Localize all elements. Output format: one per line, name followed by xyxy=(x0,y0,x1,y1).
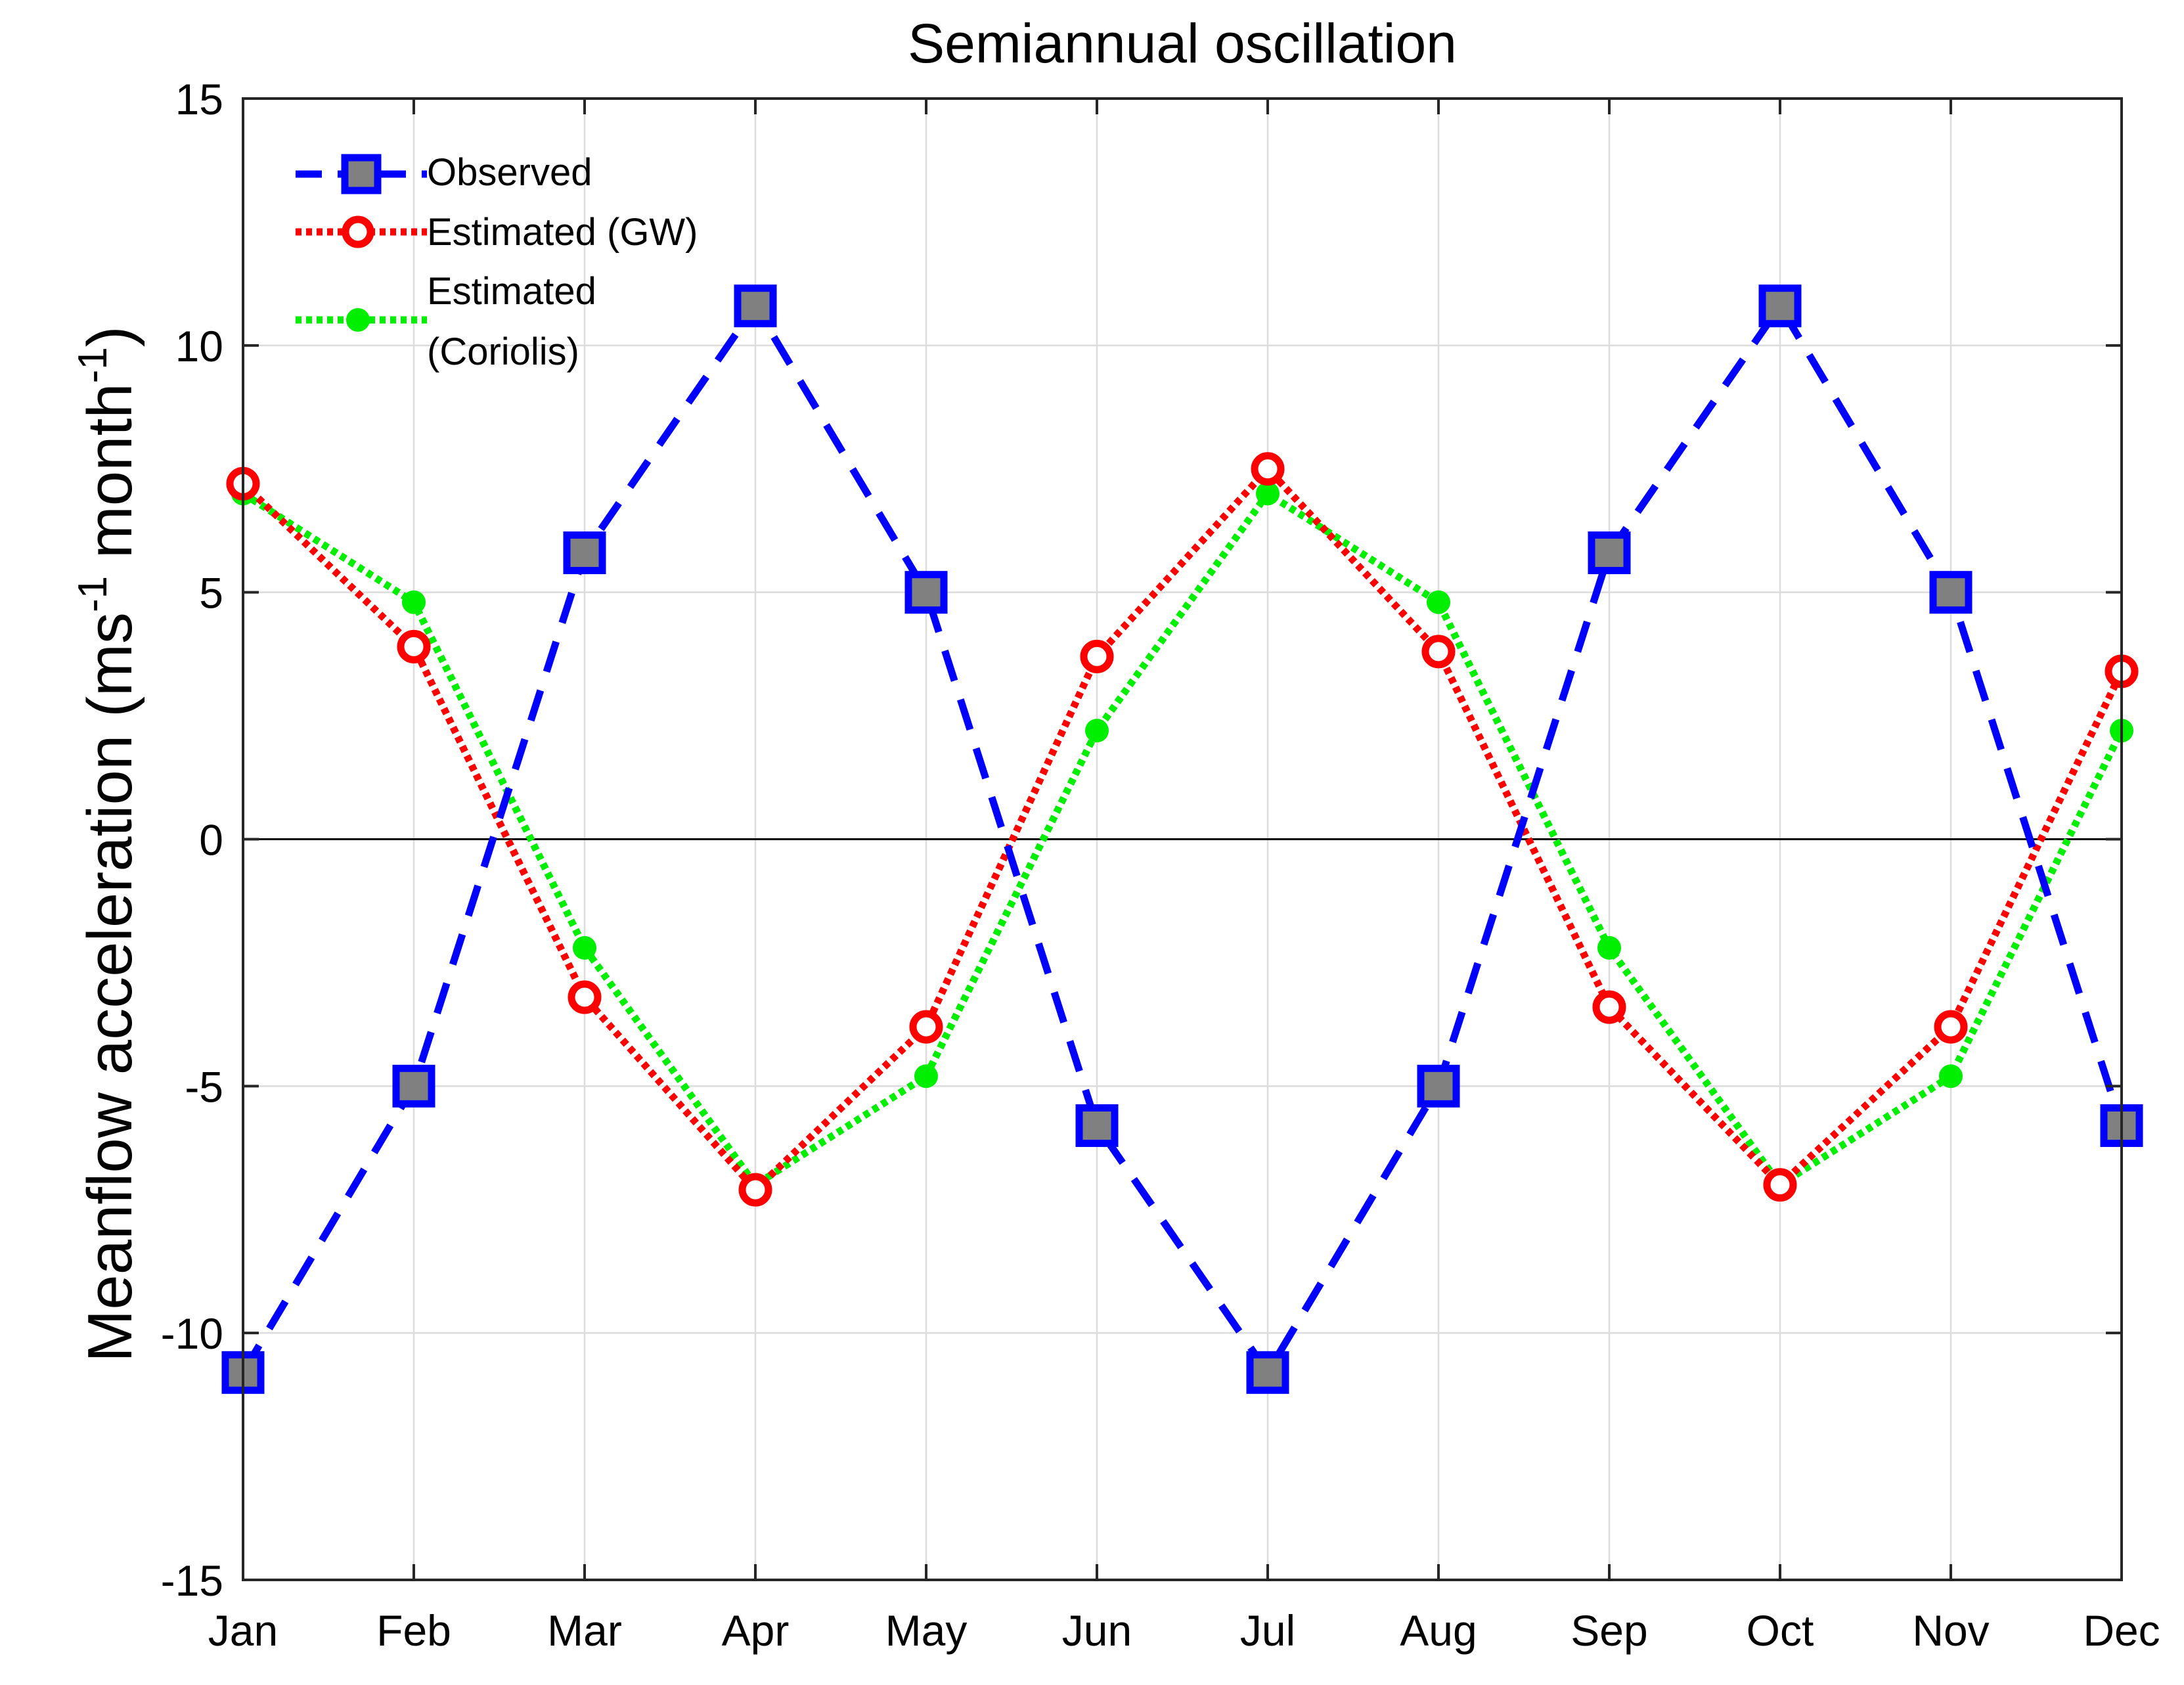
series-line xyxy=(240,463,2125,1196)
legend-observed-label: Observed xyxy=(427,151,592,194)
legend-entry-estimated-gw: Estimated (GW) xyxy=(296,211,698,254)
legend-entry-observed: Observed xyxy=(296,151,592,194)
x-tick-label: Aug xyxy=(1400,1606,1477,1655)
data-point xyxy=(1427,590,1450,614)
data-point xyxy=(1256,482,1280,506)
x-tick-label: Apr xyxy=(722,1606,790,1655)
data-point xyxy=(738,1173,772,1207)
y-tick-label: 15 xyxy=(175,75,223,124)
y-axis-label-sup1: -1 xyxy=(70,576,116,612)
data-point xyxy=(397,629,431,663)
y-tick-label: 10 xyxy=(175,322,223,371)
x-tick-label: Jan xyxy=(208,1606,278,1655)
data-point xyxy=(568,980,602,1014)
data-point xyxy=(1075,1104,1119,1147)
legend-coriolis-marker xyxy=(346,308,370,332)
series-line xyxy=(241,488,2125,1190)
x-tick-label: Jul xyxy=(1240,1606,1295,1655)
chart-title: Semiannual oscillation xyxy=(908,12,1457,74)
legend-gw-label: Estimated (GW) xyxy=(427,211,698,254)
data-point xyxy=(1588,531,1631,575)
legend: Observed Estimated (GW) Estimated (Corio… xyxy=(296,151,698,373)
data-point xyxy=(1934,1010,1968,1044)
x-tick-label: Feb xyxy=(376,1606,451,1655)
data-point xyxy=(734,284,777,328)
data-point xyxy=(1246,1351,1289,1394)
x-tick-label: Nov xyxy=(1912,1606,1989,1655)
x-tick-label: Oct xyxy=(1747,1606,1814,1655)
data-point xyxy=(909,1010,943,1044)
data-point xyxy=(904,571,948,614)
data-point xyxy=(1251,452,1285,486)
legend-gw-marker xyxy=(342,215,374,248)
ticks: Jan Feb Mar Apr May Jun Jul Aug Sep Oct Nov Dec -15 -… xyxy=(161,75,2160,1655)
data-point xyxy=(1417,1064,1460,1108)
y-axis-label-sup2: -1 xyxy=(70,347,116,383)
data-point xyxy=(1080,639,1114,673)
data-point xyxy=(1592,990,1626,1024)
legend-coriolis-label-line2: (Coriolis) xyxy=(427,330,579,373)
y-tick-label: -10 xyxy=(161,1309,223,1358)
x-tick-label: Mar xyxy=(547,1606,622,1655)
data-point xyxy=(392,1064,435,1108)
y-axis-label-mid: month xyxy=(75,383,145,575)
series-observed xyxy=(221,284,2143,1394)
data-point xyxy=(1758,284,1802,328)
data-point xyxy=(1939,1064,1963,1089)
data-point xyxy=(1597,935,1621,960)
data-point xyxy=(573,935,596,960)
y-tick-label: -15 xyxy=(161,1556,223,1605)
data-point xyxy=(402,590,426,614)
legend-entry-estimated-coriolis: Estimated (Coriolis) xyxy=(296,270,596,373)
data-point xyxy=(914,1064,938,1089)
legend-observed-marker xyxy=(341,154,382,194)
y-axis-label-main: Meanflow acceleration (ms xyxy=(75,612,145,1362)
x-tick-label: Sep xyxy=(1571,1606,1647,1655)
series-line xyxy=(240,299,2126,1380)
data-point xyxy=(1085,719,1109,743)
x-tick-label: Jun xyxy=(1062,1606,1132,1655)
y-axis-label: Meanflow acceleration (ms-1 month-1) xyxy=(70,326,145,1362)
legend-coriolis-label-line1: Estimated xyxy=(427,270,596,313)
y-tick-label: 0 xyxy=(199,816,223,865)
y-tick-label: 5 xyxy=(199,569,223,618)
y-tick-label: -5 xyxy=(185,1062,223,1111)
y-axis-label-end: ) xyxy=(75,326,145,347)
x-tick-label: Dec xyxy=(2083,1606,2160,1655)
data-point xyxy=(1929,571,1972,614)
data-point xyxy=(1421,635,1456,669)
x-tick-label: May xyxy=(885,1606,968,1655)
data-point xyxy=(1763,1168,1797,1202)
data-point xyxy=(563,531,606,575)
